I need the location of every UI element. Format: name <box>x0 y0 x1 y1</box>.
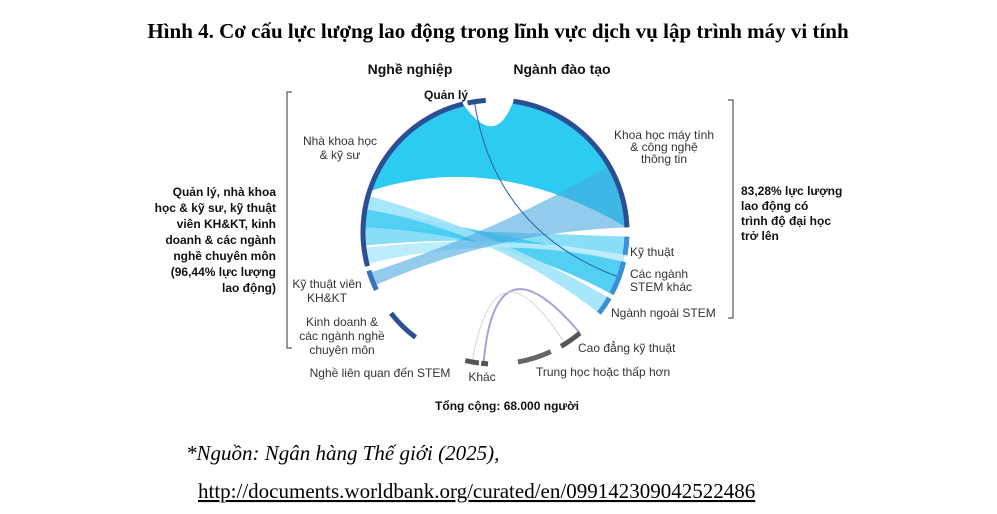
chord <box>369 166 627 286</box>
chord <box>365 195 610 314</box>
figure-title: Hình 4. Cơ cấu lực lượng lao động trong … <box>147 19 849 43</box>
node-label: Trung học hoặc thấp hơn <box>536 365 670 379</box>
node-arc <box>464 358 480 366</box>
node-label: & công nghệ <box>630 140 698 154</box>
node-arc <box>389 311 418 340</box>
node-label: KH&KT <box>307 291 348 305</box>
node-label: Các ngành <box>630 267 688 281</box>
chord-line <box>482 288 581 364</box>
node-label: Khoa học máy tính <box>614 128 714 142</box>
node-label: học & kỹ sư, kỹ thuật <box>155 201 276 215</box>
node-arc <box>366 269 379 291</box>
node-arc <box>559 331 582 349</box>
bracket-line <box>286 91 292 349</box>
node-label: STEM khác <box>630 280 692 294</box>
left-bracket <box>286 91 292 349</box>
left-header: Nghề nghiệp <box>368 61 453 77</box>
right-header: Ngành đào tạo <box>513 61 610 77</box>
chord-line <box>473 101 620 278</box>
node-arc <box>513 98 630 228</box>
bracket-line <box>728 99 734 319</box>
chord-line <box>471 291 566 363</box>
node-arc <box>622 236 630 256</box>
node-label: (96,44% lực lượng <box>171 265 276 279</box>
node-label: lao động có <box>741 199 808 213</box>
node-arc <box>480 360 489 367</box>
node-label: Ngành ngoài STEM <box>611 306 716 320</box>
node-arc <box>467 97 486 106</box>
node-label: Nhà khoa học <box>303 134 377 148</box>
node-label: chuyên môn <box>309 343 374 357</box>
source: *Nguồn: Ngân hàng Thế giới (2025), <box>186 441 499 465</box>
node-label: Quản lý <box>424 88 468 102</box>
node-arc <box>517 349 552 365</box>
node-label: Nghề liên quan đến STEM <box>310 366 451 380</box>
node-arc <box>609 261 627 296</box>
node-label: Kỹ thuật <box>630 245 675 259</box>
node-label: các ngành nghề <box>299 329 385 343</box>
node-label: & kỹ sư <box>320 148 361 162</box>
node-label: trở lên <box>741 229 779 243</box>
node-label: lao động) <box>222 281 276 295</box>
source-url: http://documents.worldbank.org/curated/e… <box>198 479 755 503</box>
node-label: viên KH&KT, kinh <box>177 217 276 231</box>
node-arc <box>597 296 612 315</box>
node-label: 83,28% lực lượng <box>741 184 842 198</box>
node-label: thông tin <box>641 152 687 166</box>
node-label: doanh & các ngành <box>165 233 276 247</box>
arcs <box>360 97 630 367</box>
node-arc <box>360 101 464 267</box>
node-label: Kỹ thuật viên <box>292 277 361 291</box>
node-label: nghề chuyên môn <box>173 249 276 263</box>
node-label: trình độ đại học <box>741 214 831 228</box>
chords <box>363 101 627 364</box>
chord <box>363 209 624 294</box>
node-label: Cao đẳng kỹ thuật <box>578 340 676 355</box>
node-label: Khác <box>468 370 495 384</box>
total: Tổng cộng: 68.000 người <box>435 399 579 413</box>
node-label: Quản lý, nhà khoa <box>173 185 277 199</box>
node-label: Kinh doanh & <box>306 315 378 329</box>
right-bracket <box>728 99 734 319</box>
